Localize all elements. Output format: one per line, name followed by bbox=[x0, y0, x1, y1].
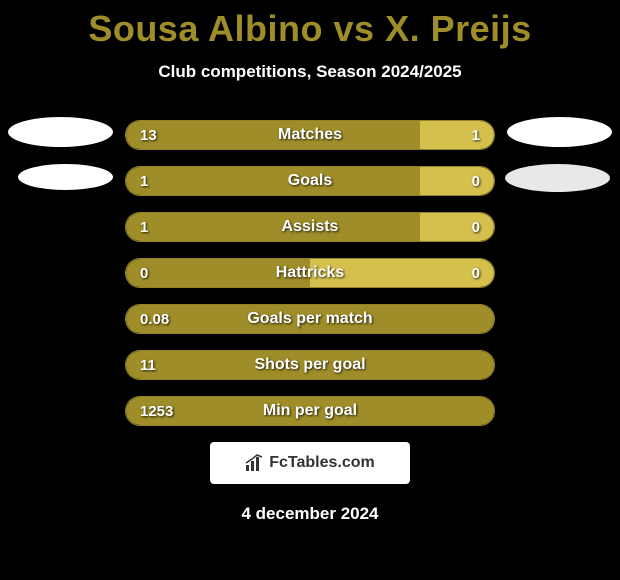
footer-date: 4 december 2024 bbox=[0, 504, 620, 524]
stat-label: Shots per goal bbox=[126, 351, 494, 379]
stat-label: Goals per match bbox=[126, 305, 494, 333]
stat-label: Assists bbox=[126, 213, 494, 241]
stat-value-right: 0 bbox=[472, 259, 480, 287]
chart-icon bbox=[245, 454, 265, 472]
stat-row: 13Matches1 bbox=[125, 120, 495, 150]
stat-row: 11Shots per goal bbox=[125, 350, 495, 380]
player1-name: Sousa Albino bbox=[88, 8, 323, 49]
player1-badge-top bbox=[8, 117, 113, 147]
stat-label: Hattricks bbox=[126, 259, 494, 287]
player1-badge-bottom bbox=[18, 164, 113, 190]
stat-row: 1253Min per goal bbox=[125, 396, 495, 426]
stat-row: 0.08Goals per match bbox=[125, 304, 495, 334]
stat-value-right: 0 bbox=[472, 167, 480, 195]
stat-row: 1Assists0 bbox=[125, 212, 495, 242]
player2-badge-top bbox=[507, 117, 612, 147]
page-title: Sousa Albino vs X. Preijs bbox=[0, 0, 620, 50]
vs-label: vs bbox=[334, 8, 375, 49]
stat-label: Matches bbox=[126, 121, 494, 149]
stat-row: 0Hattricks0 bbox=[125, 258, 495, 288]
stat-value-right: 1 bbox=[472, 121, 480, 149]
stat-label: Goals bbox=[126, 167, 494, 195]
stat-label: Min per goal bbox=[126, 397, 494, 425]
stat-value-right: 0 bbox=[472, 213, 480, 241]
stats-bars: 13Matches11Goals01Assists00Hattricks00.0… bbox=[125, 120, 495, 426]
player2-name: X. Preijs bbox=[385, 8, 532, 49]
stat-row: 1Goals0 bbox=[125, 166, 495, 196]
player2-badge-bottom bbox=[505, 164, 610, 192]
brand-text: FcTables.com bbox=[269, 454, 375, 472]
subtitle: Club competitions, Season 2024/2025 bbox=[0, 62, 620, 82]
brand-logo[interactable]: FcTables.com bbox=[210, 442, 410, 484]
comparison-content: 13Matches11Goals01Assists00Hattricks00.0… bbox=[0, 120, 620, 426]
